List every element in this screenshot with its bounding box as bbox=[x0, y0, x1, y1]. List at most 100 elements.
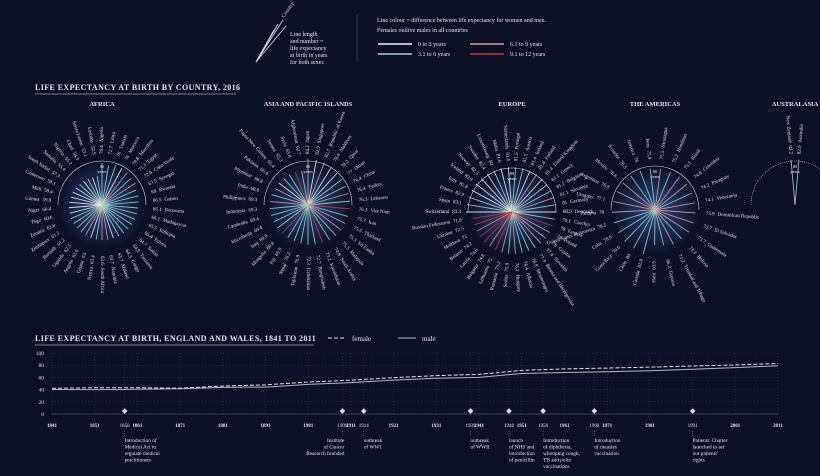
country-ray bbox=[307, 204, 331, 241]
country-ray bbox=[511, 211, 542, 244]
country-label: Switzerland 83.3 bbox=[425, 210, 461, 215]
country-label: 78Estonia bbox=[559, 227, 583, 239]
country-value: 76.4 bbox=[353, 176, 364, 185]
country-ray bbox=[622, 182, 656, 211]
country-value: 69.4 bbox=[254, 226, 265, 235]
country-ray bbox=[307, 162, 325, 206]
country-label: Chile80 bbox=[619, 253, 633, 272]
country-value: 83.3 bbox=[452, 210, 461, 215]
line-title: LIFE EXPECTANCY AT BIRTH, ENGLAND AND WA… bbox=[35, 334, 316, 343]
country-ray bbox=[96, 176, 103, 206]
country-ray bbox=[618, 209, 656, 234]
country-value: 78 bbox=[555, 235, 562, 242]
country-value: 73.2 bbox=[323, 252, 331, 262]
country-name: Australia bbox=[799, 123, 806, 142]
country-ray bbox=[80, 204, 103, 233]
country-name: Germany bbox=[570, 197, 590, 205]
event-label: of NHS and bbox=[509, 444, 535, 451]
country-value: 74.6 bbox=[470, 248, 480, 258]
country-label: Italy82.8 bbox=[447, 176, 468, 191]
country-name: Ukraine bbox=[437, 230, 455, 240]
country-ray bbox=[270, 204, 309, 209]
country-value: 57.3 bbox=[50, 171, 60, 180]
ring-value: 80 bbox=[100, 164, 105, 169]
country-name: Rwanda bbox=[159, 185, 177, 194]
event-label: launched to set bbox=[693, 445, 725, 451]
event-marker bbox=[591, 408, 598, 414]
country-ray bbox=[90, 204, 103, 238]
event-label: vaccination bbox=[594, 451, 619, 457]
region-name: ASIA AND PACIFIC ISLANDS bbox=[264, 101, 353, 108]
country-label: Peru 75.9 bbox=[644, 138, 651, 160]
country-name: Dominican Republic bbox=[717, 213, 760, 221]
country-ray bbox=[500, 168, 513, 213]
country-value: 54.3 bbox=[71, 152, 80, 163]
country-value: 80 bbox=[626, 253, 633, 260]
country-ray bbox=[307, 168, 332, 206]
country-value: 63.7 bbox=[116, 253, 124, 263]
y-tick-label: 40 bbox=[39, 388, 45, 394]
country-value: 64.3 bbox=[124, 249, 133, 260]
country-label: 68 Rwanda bbox=[151, 185, 177, 196]
x-tick-label: 1956 bbox=[538, 424, 549, 429]
event-label: TB and polio bbox=[543, 458, 571, 464]
country-value: 82.8 bbox=[458, 182, 469, 191]
country-ray bbox=[274, 188, 309, 206]
country-value: 81.4 bbox=[531, 156, 539, 166]
country-ray bbox=[511, 170, 531, 213]
country-value: 70.2 bbox=[285, 251, 293, 261]
country-ray bbox=[511, 211, 536, 248]
country-ray bbox=[101, 172, 128, 206]
country-value: 64.7 bbox=[137, 238, 147, 248]
country-value: 77.3 bbox=[537, 254, 546, 264]
legend-size-line: Line length bbox=[290, 32, 318, 38]
country-ray bbox=[307, 185, 346, 206]
country-ray bbox=[654, 209, 696, 214]
country-ray bbox=[511, 204, 557, 213]
country-name: Panama bbox=[580, 211, 597, 217]
country-value: 82.5 bbox=[469, 167, 479, 177]
country-value: 66.2 bbox=[664, 259, 671, 269]
colour-note: Females outlive males in all countries bbox=[377, 28, 468, 34]
country-label: 76.4Albania bbox=[521, 261, 533, 290]
country-label: Afghanistan 62.7 bbox=[289, 119, 301, 156]
country-ray bbox=[630, 175, 656, 211]
country-value: 82.4 bbox=[477, 161, 486, 171]
legend-name: male bbox=[422, 335, 436, 343]
country-ray bbox=[307, 193, 349, 206]
ring-unit: years bbox=[507, 176, 517, 181]
country-value: 77 bbox=[348, 169, 355, 176]
legend-icon bbox=[255, 19, 287, 63]
country-ray bbox=[101, 204, 133, 226]
x-tick-label: 1881 bbox=[218, 424, 229, 429]
country-value: 81.6 bbox=[494, 154, 501, 164]
country-value: 62.6 bbox=[72, 249, 81, 260]
country-name: Philippines bbox=[223, 195, 246, 202]
country-value: 55.2 bbox=[63, 157, 73, 167]
country-ray bbox=[70, 196, 103, 206]
country-value: 63.7 bbox=[107, 255, 113, 265]
country-label: Mali 58.4 bbox=[31, 185, 53, 195]
country-ray bbox=[511, 211, 530, 251]
country-name: New Zealand bbox=[784, 116, 791, 144]
country-ray bbox=[511, 197, 555, 213]
event-marker bbox=[540, 408, 546, 414]
x-tick-label: 1921 bbox=[389, 424, 400, 429]
country-name: Bangladesh bbox=[316, 266, 325, 290]
country-value: 55.4 bbox=[56, 163, 66, 173]
country-ray bbox=[307, 204, 342, 231]
country-label: Chad54.3 bbox=[64, 140, 79, 162]
country-ray bbox=[480, 178, 513, 213]
country-label: Panama 78 bbox=[580, 211, 605, 217]
country-ray bbox=[654, 176, 680, 211]
event-label: Introduction bbox=[543, 438, 570, 444]
country-value: 72.7 bbox=[314, 255, 321, 265]
colour-title: Line colour = difference between life ex… bbox=[377, 17, 547, 24]
event-marker bbox=[689, 408, 696, 414]
country-value: 53.1 bbox=[80, 148, 88, 158]
event-label: out patients' bbox=[693, 451, 719, 457]
country-name: Qatar bbox=[349, 149, 360, 161]
x-tick-label: 1861 bbox=[132, 424, 143, 429]
country-value: 65.4 bbox=[265, 160, 275, 170]
event-label: of WW1 bbox=[364, 444, 383, 451]
